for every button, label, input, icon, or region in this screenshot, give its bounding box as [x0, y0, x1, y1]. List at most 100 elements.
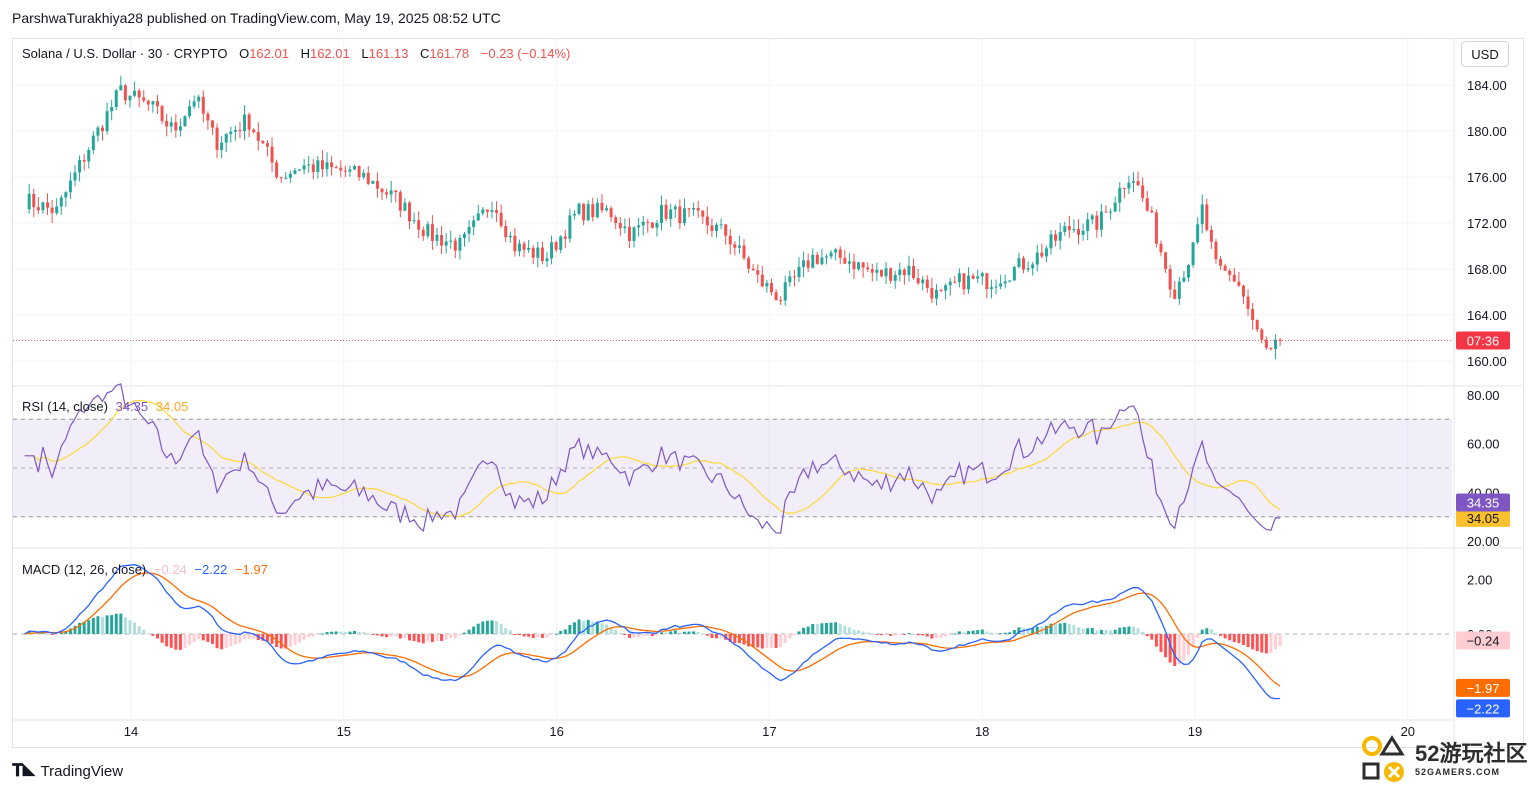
- rsi-tag-bg: [1456, 493, 1510, 512]
- candle: [343, 170, 347, 172]
- candle: [884, 268, 888, 277]
- macd-histogram-bar: [747, 634, 751, 647]
- tradingview-logo[interactable]: 𝐓◣ TradingView: [12, 761, 123, 781]
- candle: [339, 167, 343, 171]
- candle: [916, 278, 920, 284]
- macd-histogram-bar: [155, 634, 159, 639]
- candle: [334, 167, 338, 169]
- candle: [485, 209, 489, 212]
- candle: [912, 266, 916, 279]
- candle: [559, 236, 563, 250]
- macd-histogram-bar: [96, 616, 100, 634]
- candle: [1168, 268, 1172, 290]
- candle: [1164, 252, 1168, 269]
- candle: [508, 235, 512, 238]
- macd-line: [24, 563, 1281, 700]
- macd-histogram-bar: [522, 634, 526, 637]
- candle: [614, 217, 618, 223]
- macd-signal-tag-bg: [1456, 678, 1510, 697]
- candle: [165, 120, 169, 127]
- candle: [513, 235, 517, 252]
- macd-histogram-bar: [678, 632, 682, 634]
- macd-histogram-bar: [820, 623, 824, 634]
- macd-histogram-bar: [421, 634, 425, 644]
- grid-layer: [13, 39, 1522, 746]
- candle: [385, 192, 389, 195]
- macd-histogram-bar: [100, 616, 104, 634]
- macd-histogram-bar: [545, 634, 549, 638]
- macd-histogram-bar: [412, 634, 416, 642]
- rsi-label[interactable]: RSI (14, close): [22, 399, 108, 414]
- candle: [540, 247, 544, 262]
- candle: [792, 276, 796, 278]
- price-tick-label: 160.00: [1467, 354, 1507, 369]
- macd-histogram-bar: [1159, 634, 1163, 652]
- candle: [1049, 234, 1053, 249]
- candle: [669, 209, 673, 219]
- macd-histogram-bar: [1278, 634, 1282, 647]
- candle: [650, 222, 654, 228]
- macd-histogram-bar: [884, 634, 888, 635]
- candle: [311, 164, 315, 173]
- macd-histogram-bar: [806, 626, 810, 634]
- macd-histogram-bar: [46, 633, 50, 635]
- watermark-icon: [1362, 735, 1405, 782]
- macd-histogram-bar: [288, 634, 292, 647]
- candle: [133, 90, 137, 96]
- candle: [870, 269, 874, 273]
- macd-histogram-bar: [1269, 634, 1273, 653]
- macd-histogram-bar: [948, 634, 952, 635]
- candle: [1003, 281, 1007, 284]
- macd-histogram-bar: [765, 634, 769, 648]
- macd-label[interactable]: MACD (12, 26, close): [22, 562, 147, 577]
- macd-histogram-bar: [788, 634, 792, 639]
- macd-histogram-bar: [1141, 631, 1145, 634]
- candle: [197, 96, 201, 102]
- candle: [980, 273, 984, 277]
- candle: [1196, 224, 1200, 243]
- candle: [1063, 226, 1067, 232]
- macd-histogram-bar: [902, 634, 906, 635]
- macd-histogram-bar: [1017, 627, 1021, 634]
- watermark-brand: 52游玩社区: [1415, 741, 1528, 766]
- symbol-label[interactable]: Solana / U.S. Dollar · 30 · CRYPTO: [22, 46, 228, 61]
- macd-histogram-bar: [1049, 623, 1053, 634]
- change-value: −0.23 (−0.14%): [480, 46, 571, 61]
- candle: [637, 225, 641, 228]
- candle: [1209, 229, 1213, 242]
- candle: [861, 262, 865, 268]
- macd-histogram-bar: [1232, 634, 1236, 643]
- macd-signal-tag: −1.97: [1467, 681, 1500, 696]
- macd-histogram-bar: [238, 634, 242, 643]
- macd-histogram-bar: [719, 634, 723, 639]
- currency-button[interactable]: USD: [1461, 41, 1509, 67]
- candle: [417, 220, 421, 230]
- macd-histogram-bar: [50, 634, 54, 635]
- candle: [320, 160, 324, 170]
- candle: [1113, 202, 1117, 212]
- countdown-tag: 07:36: [1467, 334, 1500, 349]
- macd-histogram-bar: [572, 622, 576, 634]
- macd-histogram-bar: [343, 631, 347, 634]
- candle: [618, 222, 622, 229]
- candle: [68, 180, 72, 193]
- rsi-ma-value: 34.05: [155, 399, 189, 414]
- candle: [572, 213, 576, 216]
- tradingview-logo-icon: 𝐓◣: [12, 761, 36, 780]
- macd-histogram-bar: [197, 634, 201, 640]
- macd-histogram-bar: [687, 631, 691, 634]
- candle: [55, 206, 59, 214]
- candle: [348, 169, 352, 172]
- candle: [701, 210, 705, 217]
- candle: [302, 165, 306, 170]
- macd-histogram-bar: [302, 634, 306, 640]
- macd-histogram-bar: [1182, 634, 1186, 661]
- macd-histogram-bar: [481, 621, 485, 634]
- macd-histogram-bar: [59, 632, 63, 634]
- candle: [1145, 198, 1149, 211]
- macd-histogram-bar: [870, 633, 874, 635]
- candle: [1173, 289, 1177, 299]
- macd-histogram-bar: [371, 634, 375, 635]
- candle: [270, 146, 274, 163]
